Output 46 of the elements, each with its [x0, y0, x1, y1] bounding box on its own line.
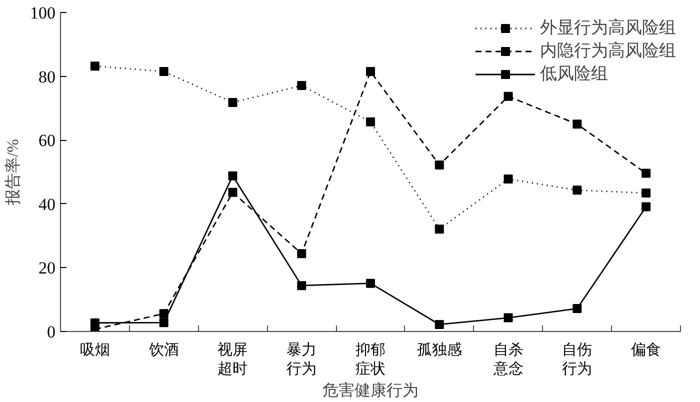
point: [434, 320, 444, 329]
point: [572, 120, 582, 129]
x-tick-label: 暴力行为: [286, 342, 317, 378]
x-tick-label: 抑郁症状: [356, 342, 386, 378]
y-tick-label: 80: [38, 67, 56, 86]
x-tick-label: 饮酒: [148, 342, 179, 358]
point: [434, 160, 444, 170]
x-tick-label: 视屏超时: [218, 342, 248, 378]
point: [90, 318, 100, 328]
x-tick-label: 孤独感: [416, 342, 462, 358]
point: [642, 168, 651, 178]
point: [504, 174, 513, 184]
x-tick-label: 自伤行为: [562, 342, 592, 378]
y-tick-label: 20: [38, 258, 56, 278]
point: [228, 171, 238, 180]
point: [297, 249, 306, 258]
x-axis-title: 危害健康行为: [322, 382, 418, 400]
point: [159, 67, 168, 76]
point: [572, 186, 582, 195]
point: [297, 281, 306, 290]
point: [228, 188, 238, 197]
y-tick-label: 100: [30, 4, 56, 22]
point: [504, 92, 513, 101]
point: [90, 62, 100, 71]
legend-label: 外显行为高风险组: [540, 17, 676, 39]
point: [159, 318, 168, 328]
point: [297, 81, 306, 90]
point: [228, 98, 238, 107]
point: [434, 224, 444, 234]
legend-label: 低风险组: [540, 63, 608, 85]
y-tick-label: 0: [47, 322, 56, 342]
point: [504, 313, 513, 322]
y-axis-title: 报告率/%: [4, 139, 22, 206]
point: [366, 67, 375, 76]
point: [642, 188, 651, 198]
point: [572, 304, 582, 314]
x-tick-label: 吸烟: [80, 342, 110, 358]
y-tick-label: 60: [38, 131, 56, 150]
point: [366, 117, 375, 126]
y-tick-label: 40: [38, 194, 56, 214]
x-tick-label: 偏食: [631, 342, 662, 358]
point: [642, 202, 651, 212]
point: [366, 278, 375, 288]
point: [159, 309, 168, 318]
x-tick-label: 自杀意念: [492, 342, 524, 378]
legend-label: 内隐行为高风险组: [540, 40, 676, 62]
